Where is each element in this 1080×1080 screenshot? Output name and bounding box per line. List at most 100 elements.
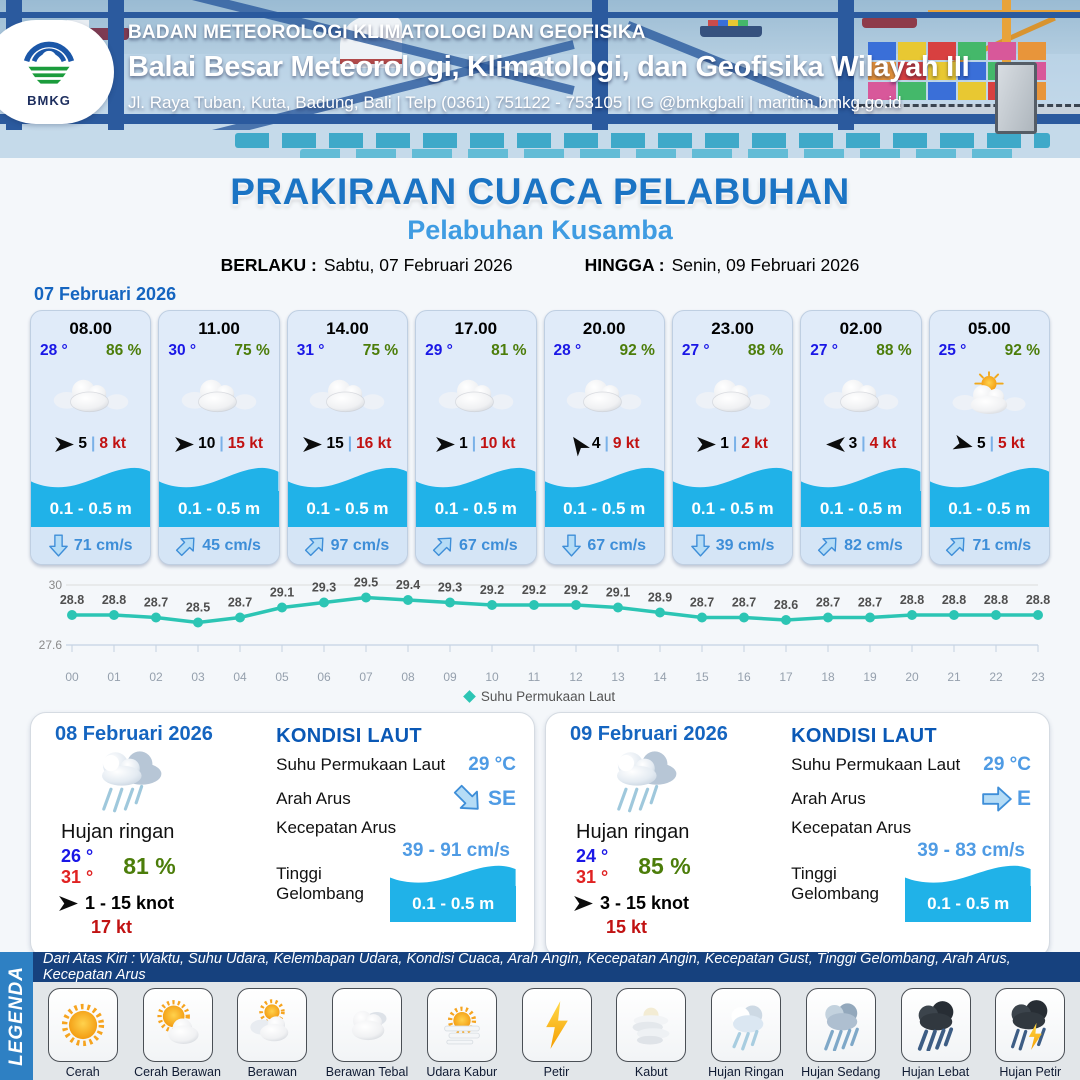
wind-gust-value: 16 kt bbox=[356, 435, 392, 452]
hourly-forecast-card: 17.00 29 ° 81 % 1 | 10 kt bbox=[415, 310, 537, 565]
current-speed-label: Kecepatan Arus bbox=[276, 818, 397, 837]
wind-direction-icon bbox=[303, 437, 322, 452]
svg-text:29.3: 29.3 bbox=[438, 581, 462, 595]
wind-gust-value: 15 kt bbox=[227, 435, 264, 452]
sea-conditions-title: KONDISI LAUT bbox=[276, 725, 422, 747]
wave-height-value: 0.1 - 0.5 m bbox=[801, 491, 921, 527]
svg-text:28.8: 28.8 bbox=[60, 593, 84, 607]
chart-legend-label: Suhu Permukaan Laut bbox=[480, 689, 616, 704]
bench-row bbox=[235, 133, 1050, 148]
temp-humidity-row: 30 ° 75 % bbox=[159, 339, 278, 360]
temperature-value: 31 ° bbox=[296, 342, 325, 359]
wave-crest bbox=[544, 467, 664, 491]
wave-height-value: 0.1 - 0.5 m bbox=[390, 886, 516, 922]
svg-text:29.1: 29.1 bbox=[270, 586, 294, 600]
legend-icon-box bbox=[47, 988, 118, 1062]
weather-icon-area bbox=[159, 360, 278, 430]
current-speed-value: 82 cm/s bbox=[844, 536, 903, 554]
legend-band-label: LEGENDA bbox=[5, 966, 27, 1066]
svg-text:06: 06 bbox=[317, 670, 331, 684]
separator: | bbox=[471, 435, 477, 452]
wave-height-box: 0.1 - 0.5 m bbox=[905, 864, 1031, 922]
separator: | bbox=[861, 435, 866, 452]
svg-text:28.7: 28.7 bbox=[228, 596, 252, 610]
temperature-value: 27 ° bbox=[681, 342, 710, 359]
svg-text:13: 13 bbox=[611, 670, 625, 684]
chart-legend: Suhu Permukaan Laut bbox=[30, 689, 1050, 704]
time-label: 08.00 bbox=[69, 319, 112, 338]
svg-text:07: 07 bbox=[359, 670, 373, 684]
current-row: 67 cm/s bbox=[416, 527, 536, 564]
humidity-value: 88 % bbox=[747, 342, 784, 359]
legend-item: Udara Kabur bbox=[417, 988, 507, 1079]
bmkg-logo-text: BMKG bbox=[27, 93, 71, 108]
wind-row: 4 | 9 kt bbox=[545, 430, 664, 458]
svg-text:28.8: 28.8 bbox=[942, 593, 966, 607]
wind-direction-icon bbox=[697, 437, 716, 452]
svg-text:29.5: 29.5 bbox=[354, 576, 378, 590]
current-speed-value: 67 cm/s bbox=[458, 536, 518, 554]
svg-text:05: 05 bbox=[275, 670, 289, 684]
hourly-forecast-card: 14.00 31 ° 75 % 15 | 16 kt bbox=[286, 310, 409, 565]
svg-text:00: 00 bbox=[65, 670, 79, 684]
weather-icon-area bbox=[801, 360, 920, 430]
legend-item-label: Udara Kabur bbox=[426, 1065, 498, 1079]
humidity-value: 81 % bbox=[491, 342, 527, 359]
current-row: 39 cm/s bbox=[672, 527, 793, 564]
current-direction-label: Arah Arus bbox=[276, 789, 351, 808]
legend-weather-icon bbox=[1004, 999, 1056, 1051]
weather-condition-label: Hujan ringan bbox=[61, 821, 175, 843]
daily-date: 08 Februari 2026 bbox=[55, 723, 213, 745]
wave-height-value: 0.1 - 0.5 m bbox=[544, 491, 664, 527]
svg-text:29.3: 29.3 bbox=[312, 581, 336, 595]
daily-humidity-value: 81 % bbox=[123, 853, 176, 880]
svg-text:28.8: 28.8 bbox=[1026, 593, 1050, 607]
legend-items-row: Cerah Cerah Berawan Berawan bbox=[33, 982, 1080, 1080]
hourly-forecast-card: 02.00 27 ° 88 % 3 | 4 kt bbox=[800, 310, 922, 565]
wind-speed-value: 5 bbox=[78, 435, 87, 452]
legend-icon-box bbox=[521, 988, 592, 1062]
svg-text:28.7: 28.7 bbox=[690, 596, 714, 610]
structure-beam bbox=[0, 114, 1080, 124]
legend-weather-icon bbox=[625, 999, 677, 1051]
wave-height-band: 0.1 - 0.5 m bbox=[672, 466, 793, 527]
svg-text:02: 02 bbox=[149, 670, 163, 684]
wind-speed-value: 1 bbox=[459, 435, 468, 452]
cloudy-icon bbox=[309, 370, 385, 420]
wave-height-value: 0.1 - 0.5 m bbox=[159, 491, 279, 527]
rain-cloud-icon bbox=[596, 746, 777, 823]
legend-item: Cerah bbox=[38, 988, 128, 1079]
current-speed-value: 71 cm/s bbox=[73, 536, 133, 554]
wind-speed-value: 5 bbox=[976, 435, 986, 452]
wind-direction-icon bbox=[55, 437, 74, 452]
weather-icon-area bbox=[673, 360, 792, 430]
hourly-forecast-card: 08.00 28 ° 86 % 5 | 8 kt bbox=[30, 310, 152, 565]
header-text-block: BADAN METEOROLOGI KLIMATOLOGI DAN GEOFIS… bbox=[128, 22, 970, 113]
wind-direction-icon bbox=[436, 437, 455, 452]
legend-icon-box bbox=[900, 988, 971, 1062]
legend-item-label: Cerah bbox=[65, 1065, 100, 1079]
time-label: 02.00 bbox=[839, 319, 883, 338]
wave-height-band: 0.1 - 0.5 m bbox=[929, 466, 1049, 527]
wave-crest bbox=[287, 467, 408, 491]
svg-text:10: 10 bbox=[485, 670, 499, 684]
temp-humidity-row: 27 ° 88 % bbox=[673, 339, 792, 360]
wind-gust-value: 8 kt bbox=[99, 435, 127, 452]
current-speed-value: 39 - 83 cm/s bbox=[917, 840, 1025, 861]
current-direction-icon bbox=[172, 531, 202, 561]
svg-text:15: 15 bbox=[695, 670, 709, 684]
legend-weather-icon bbox=[341, 999, 393, 1051]
svg-text:28.8: 28.8 bbox=[984, 593, 1008, 607]
current-speed-value: 39 cm/s bbox=[715, 536, 775, 554]
daily-gust-value: 15 kt bbox=[606, 917, 648, 938]
daily-date: 09 Februari 2026 bbox=[570, 723, 728, 745]
validity-from-label: BERLAKU : bbox=[220, 255, 317, 275]
svg-text:29.4: 29.4 bbox=[396, 578, 420, 592]
daily-humidity-value: 85 % bbox=[638, 853, 691, 880]
svg-text:09: 09 bbox=[443, 670, 457, 684]
structure-beam bbox=[0, 12, 1080, 18]
legend-item-label: Cerah Berawan bbox=[134, 1065, 221, 1079]
wave-height-value: 0.1 - 0.5 m bbox=[416, 491, 536, 527]
separator: | bbox=[732, 435, 738, 452]
chart-legend-marker bbox=[462, 690, 476, 703]
